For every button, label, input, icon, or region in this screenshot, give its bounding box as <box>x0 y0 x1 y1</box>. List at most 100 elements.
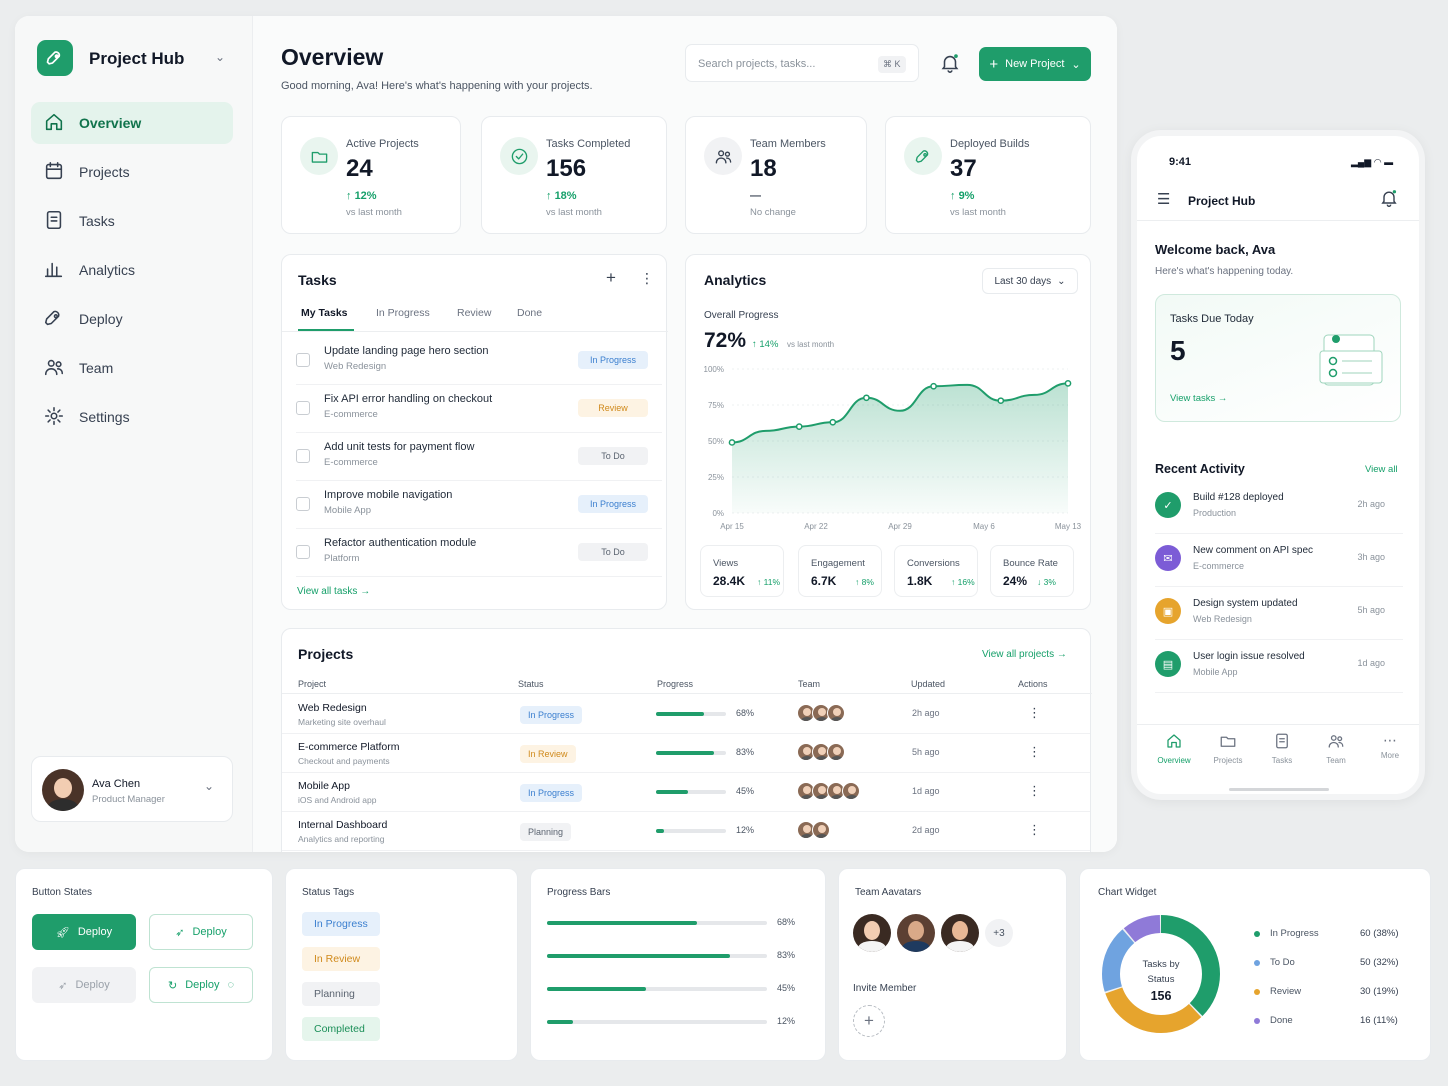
task-project: E-commerce <box>324 457 378 468</box>
date-range-select[interactable]: Last 30 days ⌄ <box>982 268 1078 294</box>
deploy-button-primary[interactable]: 🚀︎ Deploy <box>32 914 136 950</box>
view-tasks-link[interactable]: View tasks → <box>1170 393 1228 404</box>
sidebar-item-settings[interactable]: Settings <box>31 396 233 438</box>
sidebar-item-analytics[interactable]: Analytics <box>31 249 233 291</box>
avatar[interactable] <box>941 914 979 952</box>
avatar[interactable] <box>797 821 815 839</box>
donut-slice[interactable] <box>1102 915 1220 1033</box>
activity-item[interactable]: ✓ Build #128 deployed Production 2h ago <box>1155 482 1403 534</box>
activity-item[interactable]: ▤ User login issue resolved Mobile App 1d a… <box>1155 641 1403 693</box>
more-vertical-icon[interactable]: ⋮ <box>1028 783 1041 798</box>
plus-icon[interactable]: + <box>606 268 616 287</box>
search-input[interactable]: Search projects, tasks... ⌘ K <box>685 44 919 82</box>
more-members-count[interactable]: +3 <box>985 919 1013 947</box>
chevron-down-icon[interactable]: ⌄ <box>215 50 226 64</box>
data-point[interactable] <box>997 397 1005 405</box>
more-vertical-icon[interactable]: ⋮ <box>1028 705 1041 720</box>
page-subtitle: Good morning, Ava! Here's what's happeni… <box>281 80 593 92</box>
invite-plus-icon[interactable]: + <box>853 1005 885 1037</box>
task-checkbox[interactable] <box>296 401 310 415</box>
deploy-button-disabled[interactable]: ➶ Deploy <box>32 967 136 1003</box>
avatar[interactable] <box>827 743 845 761</box>
deploy-button-outline[interactable]: ➶ Deploy <box>149 914 253 950</box>
overall-progress-change: ↑ 14% <box>752 339 779 350</box>
tab-review[interactable]: Review <box>457 307 492 319</box>
sidebar-item-team[interactable]: Team <box>31 347 233 389</box>
mobile-tab-team[interactable]: Team <box>1309 732 1363 765</box>
table-row[interactable]: Internal Dashboard Analytics and reportin… <box>282 812 1090 851</box>
tab-done[interactable]: Done <box>517 307 543 319</box>
activity-title: Design system updated <box>1193 598 1298 609</box>
stat-label: Deployed Builds <box>950 138 1030 150</box>
chevron-down-icon[interactable]: ⌄ <box>204 779 215 793</box>
sidebar-item-overview[interactable]: Overview <box>31 102 233 144</box>
avatar[interactable] <box>842 782 860 800</box>
data-point[interactable] <box>795 423 803 430</box>
data-point[interactable] <box>1064 380 1072 387</box>
view-all-activity-link[interactable]: View all <box>1365 464 1398 475</box>
mobile-tab-tasks[interactable]: Tasks <box>1255 732 1309 765</box>
metric-change: ↓ 3% <box>1037 577 1056 587</box>
task-row[interactable]: Add unit tests for payment flow E-commerc… <box>296 433 662 481</box>
task-row[interactable]: Fix API error handling on checkout E-comm… <box>296 385 662 433</box>
x-tick-label: Apr 29 <box>888 522 912 531</box>
sidebar-item-tasks[interactable]: Tasks <box>31 200 233 242</box>
design-icon: ▣ <box>1155 598 1181 624</box>
more-vertical-icon[interactable]: ⋮ <box>1028 822 1041 837</box>
menu-icon[interactable]: ☰ <box>1157 191 1171 208</box>
avatar[interactable] <box>853 914 891 952</box>
more-vertical-icon[interactable]: ⋮ <box>1028 744 1041 759</box>
activity-item[interactable]: ▣ Design system updated Web Redesign 5h ago <box>1155 588 1403 640</box>
team-avatars-title: Team Aavatars <box>855 887 922 898</box>
avatar[interactable] <box>797 743 815 761</box>
task-checkbox[interactable] <box>296 353 310 367</box>
rocket-icon <box>43 307 65 332</box>
status-badge: Review <box>578 399 648 417</box>
task-checkbox[interactable] <box>296 449 310 463</box>
activity-item[interactable]: ✉ New comment on API spec E-commerce 3h ago <box>1155 535 1403 587</box>
table-row[interactable]: E-commerce Platform Checkout and payments… <box>282 734 1090 773</box>
tab-in-progress[interactable]: In Progress <box>376 307 430 319</box>
logo-icon <box>37 40 73 76</box>
mobile-tab-projects[interactable]: Projects <box>1201 732 1255 765</box>
calendar-icon <box>43 160 65 185</box>
button-states-card: Button States 🚀︎ Deploy ➶ Deploy ➶ Deploy ↻… <box>15 868 273 1061</box>
mobile-tab-overview[interactable]: Overview <box>1147 732 1201 765</box>
deploy-button-loading[interactable]: ↻ Deploy ◌ <box>149 967 253 1003</box>
sidebar-item-projects[interactable]: Projects <box>31 151 233 193</box>
avatar[interactable] <box>827 704 845 722</box>
avatar[interactable] <box>897 914 935 952</box>
data-point[interactable] <box>930 382 937 390</box>
data-point[interactable] <box>829 418 837 426</box>
tab-my-tasks[interactable]: My Tasks <box>301 307 348 319</box>
task-checkbox[interactable] <box>296 545 310 559</box>
mobile-tab-label: Overview <box>1157 756 1191 765</box>
status-badge: In Progress <box>578 495 648 513</box>
task-checkbox[interactable] <box>296 497 310 511</box>
new-project-button[interactable]: + New Project ⌄ <box>979 47 1091 81</box>
user-card[interactable]: Ava Chen Product Manager ⌄ <box>31 756 233 822</box>
view-all-projects-link[interactable]: View all projects → <box>982 649 1067 660</box>
metric-label: Bounce Rate <box>1003 558 1058 569</box>
avatar[interactable] <box>812 743 830 761</box>
tag-in-progress: In Progress <box>302 912 380 936</box>
x-tick-label: Apr 15 <box>720 522 744 531</box>
more-vertical-icon[interactable]: ⋮ <box>640 270 654 286</box>
data-point[interactable] <box>863 394 870 402</box>
task-row[interactable]: Improve mobile navigation Mobile App In Pr… <box>296 481 662 529</box>
activity-time: 5h ago <box>1357 605 1385 615</box>
table-row[interactable]: Web Redesign Marketing site overhaul In Pr… <box>282 695 1090 734</box>
donut-slice[interactable] <box>1102 915 1220 1033</box>
view-all-tasks-link[interactable]: View all tasks → <box>297 586 371 597</box>
donut-slice[interactable] <box>1102 915 1220 1033</box>
bell-icon[interactable] <box>1379 188 1399 213</box>
sidebar-item-deploy[interactable]: Deploy <box>31 298 233 340</box>
bell-icon[interactable] <box>939 52 961 79</box>
task-row[interactable]: Refactor authentication module Platform To… <box>296 529 662 577</box>
table-row[interactable]: Mobile App iOS and Android app In Progress… <box>282 773 1090 812</box>
mobile-tab-more[interactable]: ⋯ More <box>1363 732 1417 760</box>
avatar[interactable] <box>812 821 830 839</box>
data-point[interactable] <box>728 439 736 446</box>
task-row[interactable]: Update landing page hero section Web Rede… <box>296 337 662 385</box>
tasks-due-card[interactable]: Tasks Due Today 5 View tasks → <box>1155 294 1401 422</box>
